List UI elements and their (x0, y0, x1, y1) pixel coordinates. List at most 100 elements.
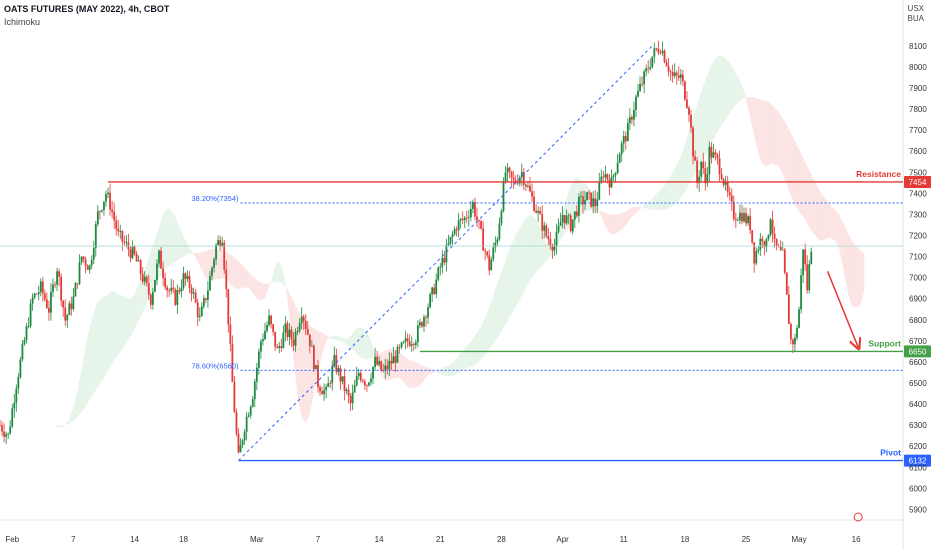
candle-body (370, 378, 372, 383)
candle-body (657, 48, 660, 53)
indicator-label: Ichimoku (4, 17, 41, 27)
candle-body (66, 314, 69, 321)
candle-body (304, 320, 307, 329)
cloud-segment (737, 76, 742, 103)
candle-body (64, 307, 67, 321)
candle-body (716, 154, 719, 159)
candle-body (374, 356, 376, 368)
candle-body (145, 276, 148, 284)
cloud-segment (823, 196, 828, 241)
level-badge-support (904, 345, 931, 358)
candle-body (86, 265, 89, 270)
cloud-segment (342, 337, 347, 345)
candle-body (184, 273, 187, 280)
candle-body (315, 365, 317, 370)
candle-body (602, 176, 605, 178)
candle-body (789, 323, 792, 340)
candle-body (253, 381, 256, 400)
candle-body (445, 244, 448, 263)
cloud-segment (603, 211, 608, 231)
unit-label: BUA (907, 14, 924, 23)
candle-body (404, 338, 407, 342)
candle-body (580, 196, 582, 198)
candle-body (215, 244, 217, 260)
candle-body (135, 253, 138, 262)
candle-body (262, 339, 264, 342)
candle-body (510, 171, 513, 178)
candle-body (612, 175, 615, 177)
candle-body (48, 307, 50, 313)
cloud-segment (713, 56, 718, 140)
candle-body (1, 425, 3, 432)
candle-body (292, 339, 295, 346)
cloud-segment (786, 125, 791, 196)
candle-body (792, 339, 794, 345)
candle-body (7, 433, 10, 435)
cloud-segment (599, 210, 604, 222)
candle-body (655, 48, 658, 50)
candles (0, 40, 813, 454)
cloud-segment (448, 362, 453, 377)
candle-body (194, 292, 197, 303)
candle-body (730, 195, 733, 202)
candle-body (37, 292, 40, 295)
cloud-segment (517, 224, 522, 304)
candle-body (704, 168, 707, 184)
candle-body (702, 161, 705, 169)
candle-body (763, 241, 766, 247)
candle-body (463, 217, 466, 221)
candle-body (553, 246, 556, 251)
candle-body (166, 287, 169, 291)
candle-body (94, 224, 97, 249)
y-tick-label: 6300 (909, 421, 927, 430)
cloud-segment (93, 301, 98, 394)
candle-body (545, 225, 548, 237)
candle-body (406, 338, 409, 342)
cloud-segment (452, 357, 457, 376)
candle-body (802, 249, 805, 276)
candle-body (449, 236, 452, 244)
cloud-segment (688, 117, 694, 186)
y-tick-label: 6600 (909, 358, 927, 367)
cloud-segment (150, 240, 155, 295)
candle-body (351, 392, 354, 404)
candle-body (284, 323, 287, 333)
candle-body (306, 328, 309, 335)
cloud-segment (57, 425, 62, 428)
candle-body (392, 356, 395, 364)
candle-body (712, 152, 715, 158)
cloud-segment (811, 174, 816, 236)
cloud-segment (468, 338, 473, 368)
cloud-segment (69, 407, 74, 424)
cloud-segment (574, 178, 579, 221)
candle-body (13, 402, 16, 409)
ichimoku-cloud (52, 55, 865, 428)
candle-body (237, 433, 240, 453)
cloud-segment (407, 359, 412, 389)
candle-body (286, 323, 289, 337)
candle-body (192, 292, 195, 294)
cloud-segment (493, 283, 498, 344)
candle-body (182, 273, 185, 288)
candle-body (476, 216, 478, 221)
candle-body (549, 239, 552, 247)
cloud-segment (660, 185, 665, 210)
overlays: 38.20%(7354) 78.60%(6560) Resistance 7454 Su… (0, 45, 931, 467)
candle-body (474, 202, 476, 217)
candle-body (708, 146, 711, 175)
candle-body (522, 172, 525, 185)
candle-body (781, 249, 784, 251)
cloud-segment (334, 335, 339, 341)
y-tick-label: 7100 (909, 253, 927, 262)
grid (0, 0, 904, 550)
candle-body (584, 200, 586, 205)
cloud-segment (509, 239, 514, 318)
cloud-segment (338, 335, 343, 343)
cloud-segment (790, 133, 795, 205)
candle-body (88, 265, 91, 270)
candle-body (113, 211, 116, 221)
y-tick-label: 6400 (909, 400, 927, 409)
candle-body (681, 74, 684, 82)
cloud-segment (366, 331, 371, 360)
